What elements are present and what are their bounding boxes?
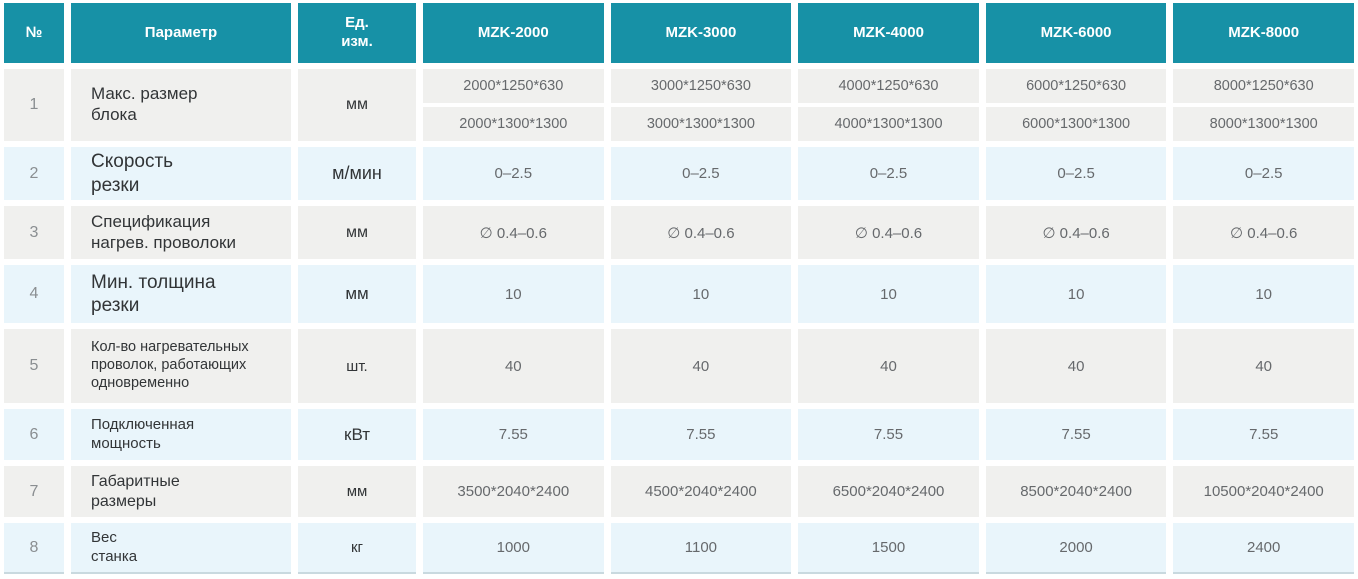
value-subcell: 3000*1300*1300: [610, 107, 792, 141]
row-number-cell: 5: [4, 329, 64, 403]
value-cell: 10: [985, 265, 1167, 323]
value-cell: 40: [610, 329, 792, 403]
value-subcell: 8000*1250*630: [1173, 69, 1354, 103]
value-cell-split: 6000*1250*630 6000*1300*1300: [985, 69, 1167, 141]
unit-cell: кВт: [298, 409, 416, 460]
unit-cell: мм: [298, 69, 416, 141]
value-cell: 3500*2040*2400: [423, 466, 604, 517]
value-cell: ∅ 0.4–0.6: [985, 206, 1167, 259]
value-cell: 1500: [798, 523, 979, 574]
column-header-num: №: [4, 3, 64, 63]
value-cell: 0–2.5: [985, 147, 1167, 200]
value-cell: 0–2.5: [423, 147, 604, 200]
value-cell: 0–2.5: [798, 147, 979, 200]
param-label: Мин. толщина резки: [91, 271, 216, 316]
value-cell: ∅ 0.4–0.6: [1173, 206, 1354, 259]
value-cell: 10500*2040*2400: [1173, 466, 1354, 517]
param-cell: Спецификация нагрев. проволоки: [71, 206, 291, 259]
value-cell: 7.55: [985, 409, 1167, 460]
column-header-mzk3000: MZK-3000: [610, 3, 792, 63]
value-cell: 0–2.5: [1173, 147, 1354, 200]
row-number-cell: 7: [4, 466, 64, 517]
value-cell: 8500*2040*2400: [985, 466, 1167, 517]
param-label: Кол-во нагревательных проволок, работающ…: [91, 339, 249, 391]
column-header-mzk2000: MZK-2000: [423, 3, 604, 63]
unit-cell: м/мин: [298, 147, 416, 200]
value-cell: 40: [798, 329, 979, 403]
param-label: Макс. размер блока: [91, 84, 198, 124]
column-header-mzk4000: MZK-4000: [798, 3, 979, 63]
value-cell: 10: [1173, 265, 1354, 323]
value-cell-split: 8000*1250*630 8000*1300*1300: [1173, 69, 1354, 141]
row-number-cell: 4: [4, 265, 64, 323]
column-header-mzk6000: MZK-6000: [985, 3, 1167, 63]
value-cell: 7.55: [1173, 409, 1354, 460]
value-subcell: 2000*1300*1300: [423, 107, 604, 141]
value-cell: 1000: [423, 523, 604, 574]
value-cell: 2000: [985, 523, 1167, 574]
value-subcell: 6000*1250*630: [985, 69, 1167, 103]
unit-cell: мм: [298, 466, 416, 517]
param-cell: Макс. размер блока: [71, 69, 291, 141]
param-label: Спецификация нагрев. проволоки: [91, 211, 236, 252]
value-cell: 40: [1173, 329, 1354, 403]
row-number-cell: 3: [4, 206, 64, 259]
param-cell: Кол-во нагревательных проволок, работающ…: [71, 329, 291, 403]
value-cell-split: 4000*1250*630 4000*1300*1300: [798, 69, 979, 141]
param-label: Скорость резки: [91, 151, 174, 196]
value-cell: ∅ 0.4–0.6: [423, 206, 604, 259]
column-header-mzk8000: MZK-8000: [1173, 3, 1354, 63]
unit-cell: мм: [298, 206, 416, 259]
value-subcell: 3000*1250*630: [610, 69, 792, 103]
param-cell: Мин. толщина резки: [71, 265, 291, 323]
value-cell: 0–2.5: [610, 147, 792, 200]
value-cell: 10: [610, 265, 792, 323]
param-cell: Вес станка: [71, 523, 291, 574]
unit-cell: шт.: [298, 329, 416, 403]
value-cell: 4500*2040*2400: [610, 466, 792, 517]
column-header-unit: Ед. изм.: [298, 3, 416, 63]
param-label: Габаритные размеры: [91, 472, 180, 510]
value-subcell: 6000*1300*1300: [985, 107, 1167, 141]
value-cell: 2400: [1173, 523, 1354, 574]
value-cell: 6500*2040*2400: [798, 466, 979, 517]
value-cell: 7.55: [798, 409, 979, 460]
value-cell: ∅ 0.4–0.6: [798, 206, 979, 259]
value-subcell: 4000*1250*630: [798, 69, 979, 103]
value-subcell: 8000*1300*1300: [1173, 107, 1354, 141]
value-cell: ∅ 0.4–0.6: [610, 206, 792, 259]
value-cell-split: 3000*1250*630 3000*1300*1300: [610, 69, 792, 141]
unit-cell: мм: [298, 265, 416, 323]
value-subcell: 4000*1300*1300: [798, 107, 979, 141]
param-label: Вес станка: [91, 529, 138, 565]
row-number-cell: 2: [4, 147, 64, 200]
param-cell: Скорость резки: [71, 147, 291, 200]
value-cell: 10: [423, 265, 604, 323]
value-cell: 1100: [610, 523, 792, 574]
param-cell: Подключенная мощность: [71, 409, 291, 460]
param-cell: Габаритные размеры: [71, 466, 291, 517]
value-cell: 40: [423, 329, 604, 403]
value-cell: 7.55: [423, 409, 604, 460]
param-label: Подключенная мощность: [91, 416, 195, 452]
row-number-cell: 8: [4, 523, 64, 574]
value-subcell: 2000*1250*630: [423, 69, 604, 103]
row-number-cell: 6: [4, 409, 64, 460]
value-cell: 7.55: [610, 409, 792, 460]
row-number-cell: 1: [4, 69, 64, 141]
value-cell: 40: [985, 329, 1167, 403]
value-cell-split: 2000*1250*630 2000*1300*1300: [423, 69, 604, 141]
column-header-param: Параметр: [71, 3, 291, 63]
unit-cell: кг: [298, 523, 416, 574]
value-cell: 10: [798, 265, 979, 323]
spec-table: № Параметр Ед. изм. MZK-2000 MZK-3000 MZK-400…: [4, 3, 1354, 574]
